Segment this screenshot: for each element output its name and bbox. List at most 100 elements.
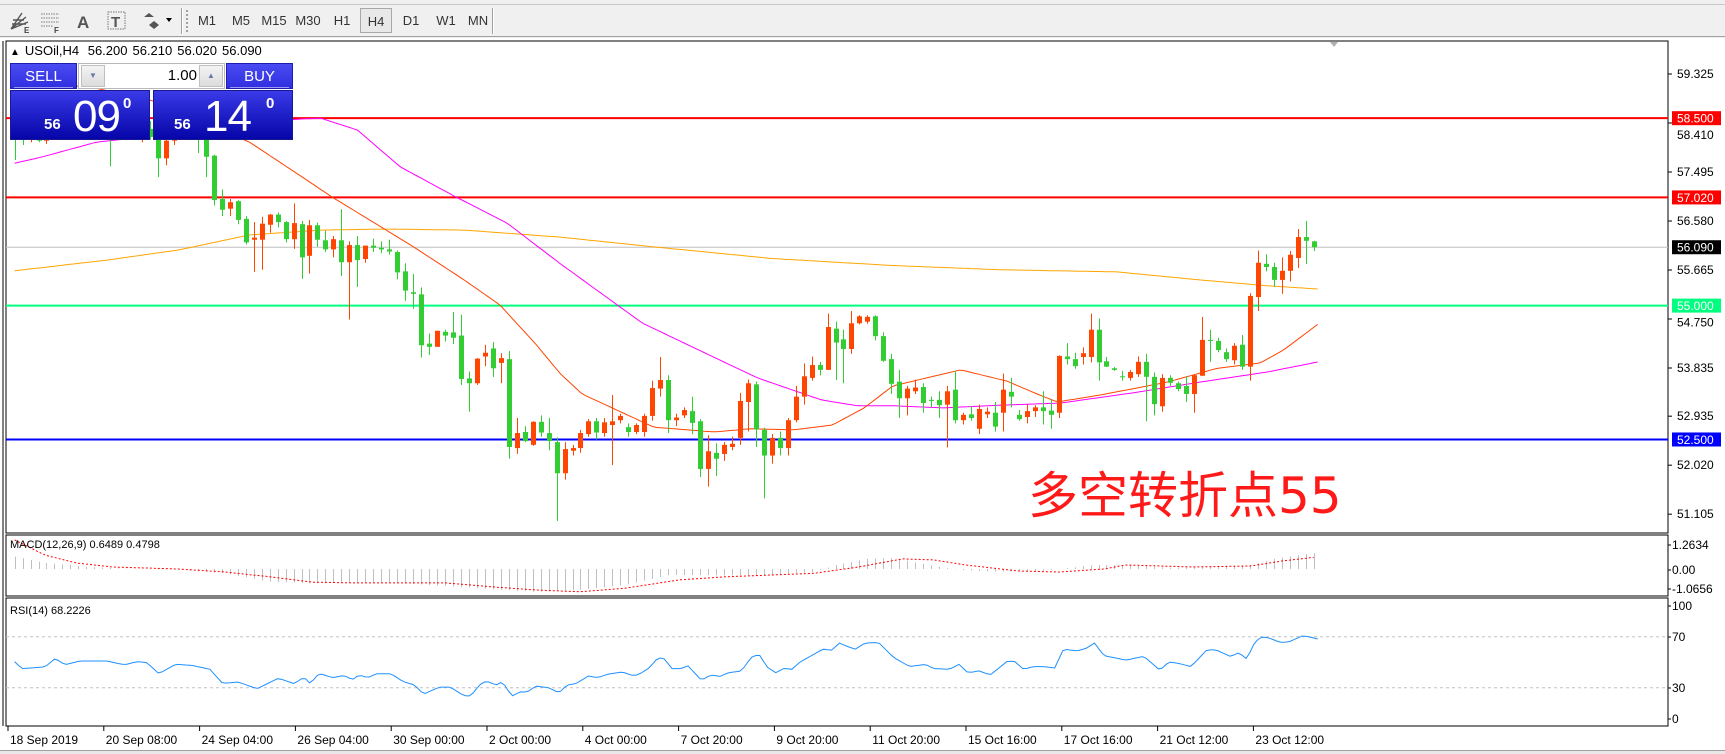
candle-body (427, 343, 432, 347)
candle (690, 396, 695, 435)
candle-body (1073, 359, 1078, 367)
candle-body (268, 214, 273, 225)
candle-body (1288, 254, 1293, 271)
timeframe-m1[interactable]: M1 (197, 13, 217, 28)
candle (738, 392, 743, 445)
price-tick-label: 52.935 (1677, 409, 1714, 423)
timeframe-d1[interactable]: D1 (402, 13, 420, 28)
candle-body (252, 237, 257, 240)
text-icon[interactable]: A (72, 9, 96, 33)
candle (578, 429, 583, 453)
candle-body (1001, 389, 1006, 413)
candle-body (1104, 361, 1109, 367)
volume-increase-button[interactable]: ▲ (199, 65, 223, 87)
fibonacci-grid-icon[interactable]: F (39, 9, 63, 33)
candle (937, 391, 942, 419)
macd-signal-line (14, 539, 1314, 593)
candle-body (921, 386, 926, 404)
collapse-triangle-icon[interactable]: ▲ (10, 47, 20, 58)
candle (467, 371, 472, 412)
low-value: 56.020 (177, 43, 218, 58)
candle (427, 333, 432, 355)
candle (1120, 370, 1125, 381)
sell-price-main: 09 (73, 92, 121, 141)
candle (770, 434, 775, 464)
candle (1216, 337, 1221, 353)
candle (260, 216, 265, 270)
toolbar-grip[interactable] (186, 10, 190, 32)
candle-body (1248, 295, 1253, 367)
candle-body (730, 443, 735, 447)
timeframe-mn[interactable]: MN (467, 13, 489, 28)
candle-body (355, 245, 360, 261)
candle-body (1097, 329, 1102, 363)
fibonacci-fan-icon[interactable]: E (8, 9, 32, 33)
buy-price-box[interactable]: 56 14 0 (153, 90, 293, 141)
candle-body (802, 376, 807, 397)
candle (921, 383, 926, 413)
candle (810, 356, 815, 381)
candle-body (834, 328, 839, 343)
candle-body (650, 388, 655, 416)
candle-body (467, 378, 472, 384)
sell-price-box[interactable]: 56 09 0 (10, 90, 150, 141)
price-badge-label: 57.020 (1677, 191, 1714, 205)
candle-body (905, 388, 910, 399)
candle-body (300, 224, 305, 258)
timeframe-m15[interactable]: M15 (261, 13, 287, 28)
candle-body (618, 415, 623, 421)
candle (547, 418, 552, 451)
candle-body (1033, 407, 1038, 412)
candle-body (212, 155, 217, 201)
volume-input[interactable]: 1.00 (167, 67, 197, 84)
candle (483, 344, 488, 367)
candle-body (1136, 361, 1141, 375)
volume-decrease-button[interactable]: ▼ (81, 65, 105, 87)
candle (794, 385, 799, 423)
candle (857, 315, 862, 325)
volume-field[interactable]: ▼ 1.00 ▲ (78, 63, 225, 89)
candle-body (1224, 352, 1229, 360)
candle (1057, 355, 1062, 419)
candle (563, 442, 568, 480)
candle (1272, 262, 1277, 287)
arrows-dropdown-icon[interactable] (140, 9, 176, 33)
candle-body (666, 380, 671, 421)
timeframe-w1[interactable]: W1 (436, 13, 456, 28)
candle (594, 418, 599, 440)
timeframe-h4[interactable]: H4 (360, 8, 392, 33)
candle-body (1081, 353, 1086, 358)
timeframe-m30[interactable]: M30 (295, 13, 321, 28)
chart-shift-triangle-icon[interactable] (1330, 42, 1338, 47)
candle-body (642, 415, 647, 432)
buy-button[interactable]: BUY (226, 63, 293, 89)
text-label-icon[interactable]: T (105, 9, 129, 33)
candle-body (1065, 356, 1070, 360)
price-tick-label: 57.495 (1677, 165, 1714, 179)
candle-body (459, 335, 464, 379)
candle-body (754, 384, 759, 430)
candle-body (315, 225, 320, 240)
candle (1208, 329, 1213, 362)
timeframe-h1[interactable]: H1 (333, 13, 351, 28)
candle-body (395, 252, 400, 273)
candle-body (236, 201, 241, 220)
price-tick-label: 58.410 (1677, 128, 1714, 142)
candle (1073, 352, 1078, 369)
candle (834, 321, 839, 381)
candle (1192, 374, 1197, 413)
candle (1312, 240, 1317, 251)
candle (889, 353, 894, 394)
candle-body (491, 348, 496, 369)
sell-button[interactable]: SELL (10, 63, 77, 89)
candle-body (387, 249, 392, 252)
candle (1049, 399, 1054, 429)
sell-price-sup: 0 (123, 95, 132, 112)
fibonacci-grid-letter: F (54, 26, 59, 33)
candle-body (156, 128, 161, 159)
candle-body (993, 412, 998, 427)
timeframe-m5[interactable]: M5 (231, 13, 251, 28)
text-label-letter: T (111, 14, 120, 31)
candle (1224, 348, 1229, 362)
